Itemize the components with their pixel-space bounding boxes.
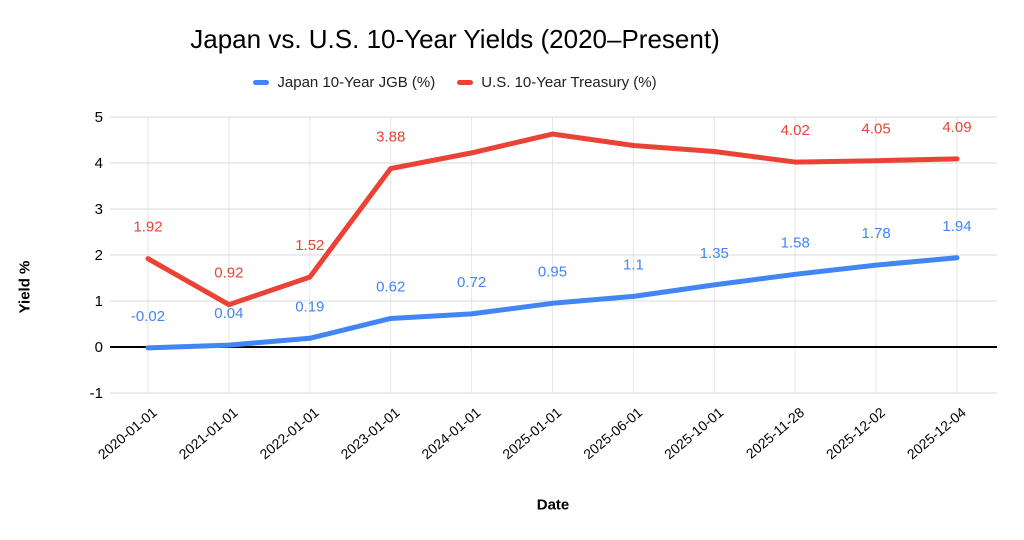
- x-tick-label: 2025-01-01: [499, 404, 564, 462]
- data-label-japan: -0.02: [131, 308, 165, 325]
- x-tick-label: 2023-01-01: [337, 404, 402, 462]
- data-label-us: 3.88: [376, 129, 405, 146]
- legend-label-japan: Japan 10-Year JGB (%): [277, 74, 436, 91]
- y-tick-label: 0: [95, 339, 103, 356]
- x-tick-label: 2020-01-01: [95, 404, 160, 462]
- data-label-us: 4.05: [861, 121, 890, 138]
- data-label-japan: 0.19: [295, 298, 324, 315]
- x-tick-label: 2025-11-28: [743, 404, 808, 462]
- y-tick-label: 5: [95, 109, 103, 126]
- data-label-japan: 0.04: [214, 305, 243, 322]
- y-tick-label: 3: [95, 201, 103, 218]
- data-label-japan: 1.35: [700, 245, 729, 262]
- x-tick-label: 2022-01-01: [257, 404, 322, 462]
- x-tick-label: 2024-01-01: [418, 404, 483, 462]
- x-tick-label: 2021-01-01: [176, 404, 241, 462]
- data-label-japan: 0.95: [538, 263, 567, 280]
- x-tick-label: 2025-06-01: [580, 404, 645, 462]
- series-line-us: [145, 131, 960, 308]
- data-label-japan: 1.58: [781, 234, 810, 251]
- data-label-us: 1.52: [295, 237, 324, 254]
- data-label-japan: 1.1: [623, 256, 644, 273]
- y-tick-label: 2: [95, 247, 103, 264]
- legend: Japan 10-Year JGB (%) U.S. 10-Year Treas…: [0, 74, 910, 91]
- legend-item-us: U.S. 10-Year Treasury (%): [457, 74, 657, 91]
- legend-swatch-us-icon: [457, 80, 474, 85]
- data-label-us: 4.09: [942, 119, 971, 136]
- x-tick-label: 2025-12-02: [823, 404, 888, 462]
- data-label-us: 4.02: [781, 122, 810, 139]
- legend-item-japan: Japan 10-Year JGB (%): [253, 74, 435, 91]
- data-label-us: 1.92: [133, 219, 162, 236]
- y-tick-label: 4: [95, 155, 103, 172]
- legend-swatch-japan-icon: [253, 80, 270, 85]
- data-label-japan: 0.72: [457, 274, 486, 291]
- data-label-japan: 1.94: [942, 218, 971, 235]
- x-tick-label: 2025-10-01: [661, 404, 726, 462]
- data-label-japan: 0.62: [376, 278, 405, 295]
- y-tick-label: -1: [90, 385, 103, 402]
- legend-label-us: U.S. 10-Year Treasury (%): [481, 74, 657, 91]
- series-line-japan: [145, 255, 960, 351]
- data-label-us: 0.92: [214, 265, 243, 282]
- chart-title: Japan vs. U.S. 10-Year Yields (2020–Pres…: [190, 24, 720, 54]
- x-tick-label: 2025-12-04: [904, 404, 969, 462]
- y-tick-label: 1: [95, 293, 103, 310]
- x-axis-title: Date: [536, 496, 570, 514]
- data-label-japan: 1.78: [861, 225, 890, 242]
